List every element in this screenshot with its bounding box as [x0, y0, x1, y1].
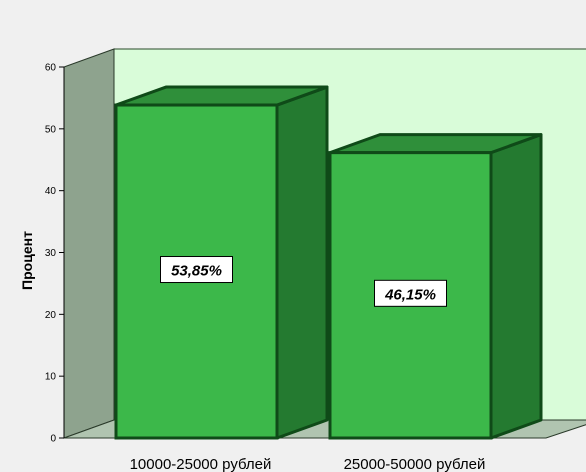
y-ticks: 0 10 20 30 40 50 60	[45, 63, 64, 445]
y-tick-label: 50	[45, 124, 57, 135]
bars: 53,85% 46,15%	[114, 85, 543, 440]
x-category-label: 25000-50000 рублей	[344, 456, 486, 472]
y-axis: 0 10 20 30 40 50 60	[45, 63, 65, 445]
x-category-label: 10000-25000 рублей	[130, 456, 272, 472]
bar-side	[275, 85, 329, 440]
data-label: 46,15%	[384, 286, 436, 303]
y-tick-label: 10	[45, 372, 57, 383]
side-wall	[63, 48, 115, 439]
bar: 46,15%	[328, 133, 543, 440]
bar-side	[489, 133, 543, 440]
data-label-box	[374, 279, 447, 307]
y-tick-label: 0	[50, 434, 56, 445]
x-axis-labels: 10000-25000 рублей 25000-50000 рублей	[130, 456, 486, 472]
bar: 53,85%	[114, 85, 329, 440]
y-tick-label: 20	[45, 310, 57, 321]
data-label: 53,85%	[171, 263, 222, 280]
y-tick-label: 30	[45, 248, 57, 259]
y-tick-label: 40	[45, 186, 57, 197]
y-axis-title: Процент	[19, 231, 35, 290]
y-tick-label: 60	[45, 63, 57, 74]
data-label-box	[160, 256, 233, 284]
